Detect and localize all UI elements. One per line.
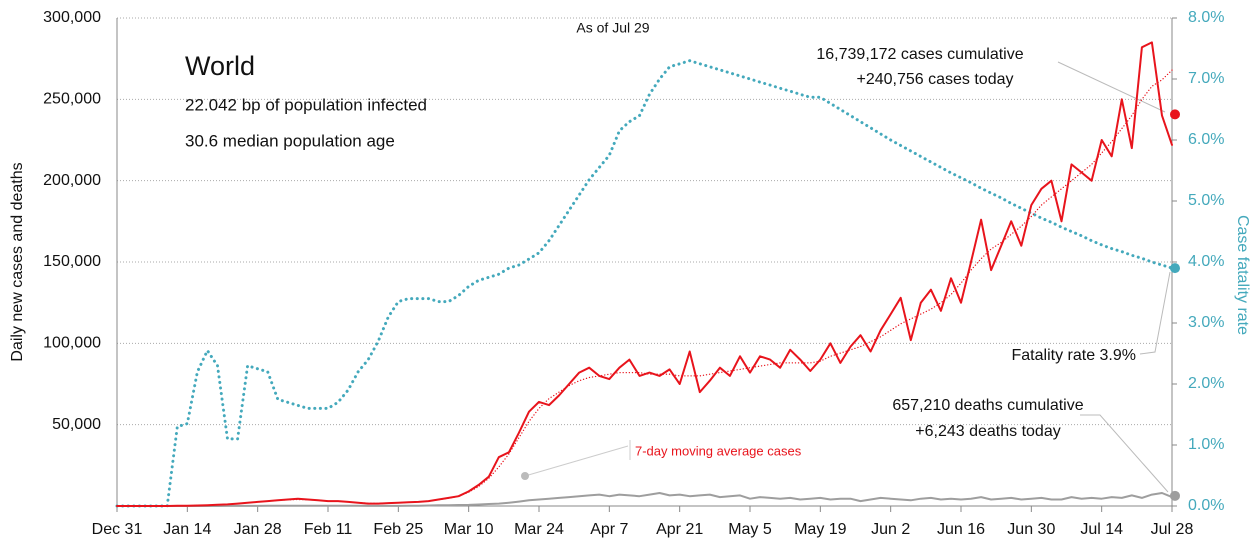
leader-dot: [521, 472, 529, 480]
leader-line: [1139, 271, 1171, 355]
fatality-line: [115, 59, 1174, 508]
y-tick-label: 50,000: [52, 416, 101, 433]
annotation: +6,243 deaths today: [915, 423, 1060, 440]
latest-cfr-dot: [1170, 263, 1180, 274]
latest-cases-dot: [1170, 109, 1180, 120]
y2-tick-label: 5.0%: [1188, 192, 1224, 209]
leader-line: [1080, 414, 1169, 493]
x-tick-label: Apr 7: [590, 521, 628, 538]
chart-title: World: [185, 51, 255, 81]
y-tick-label: 250,000: [43, 91, 101, 108]
y-axis-label: Daily new cases and deaths: [9, 162, 26, 361]
annotation: 16,739,172 cases cumulative: [816, 46, 1023, 63]
series-label: 7-day moving average cases: [635, 443, 802, 458]
y2-tick-label: 0.0%: [1188, 497, 1224, 514]
y2-tick-label: 4.0%: [1188, 253, 1224, 270]
y2-tick-label: 2.0%: [1188, 375, 1224, 392]
x-tick-label: Feb 25: [373, 521, 423, 538]
subtitle: 22.042 bp of population infected: [185, 95, 427, 114]
y-tick-label: 150,000: [43, 253, 101, 270]
annotation: 657,210 deaths cumulative: [892, 397, 1083, 414]
latest-deaths-dot: [1170, 490, 1180, 501]
x-tick-label: May 5: [728, 521, 772, 538]
as-of: As of Jul 29: [576, 20, 649, 36]
x-tick-label: Jun 2: [871, 521, 910, 538]
y2-tick-label: 6.0%: [1188, 131, 1224, 148]
x-tick-label: Jan 14: [163, 521, 211, 538]
subtitle: 30.6 median population age: [185, 131, 395, 150]
x-tick-label: Jul 28: [1151, 521, 1194, 538]
x-tick-label: Jun 30: [1007, 521, 1055, 538]
y-tick-label: 200,000: [43, 172, 101, 189]
x-tick-label: May 19: [794, 521, 847, 538]
y-tick-label: 100,000: [43, 335, 101, 352]
leader-line: [1057, 61, 1166, 113]
x-tick-label: Dec 31: [92, 521, 143, 538]
x-tick-label: Jan 28: [234, 521, 282, 538]
leader-line: [524, 445, 629, 477]
y2-tick-label: 3.0%: [1188, 314, 1224, 331]
annotation: Fatality rate 3.9%: [1012, 347, 1137, 364]
annotation: +240,756 cases today: [856, 71, 1013, 88]
y2-tick-label: 1.0%: [1188, 436, 1224, 453]
x-tick-label: Jun 16: [937, 521, 985, 538]
y2-tick-label: 7.0%: [1188, 70, 1224, 87]
x-tick-label: Mar 24: [514, 521, 564, 538]
y-tick-label: 300,000: [43, 9, 101, 26]
y2-axis-label: Case fatality rate: [1234, 215, 1251, 335]
x-tick-label: Apr 21: [656, 521, 703, 538]
x-tick-label: Feb 11: [304, 521, 353, 538]
series-line: [116, 41, 1173, 507]
y2-tick-label: 8.0%: [1188, 9, 1224, 26]
x-tick-label: Jul 14: [1080, 521, 1123, 538]
x-tick-label: Mar 10: [444, 521, 494, 538]
series-line: [116, 492, 1173, 507]
